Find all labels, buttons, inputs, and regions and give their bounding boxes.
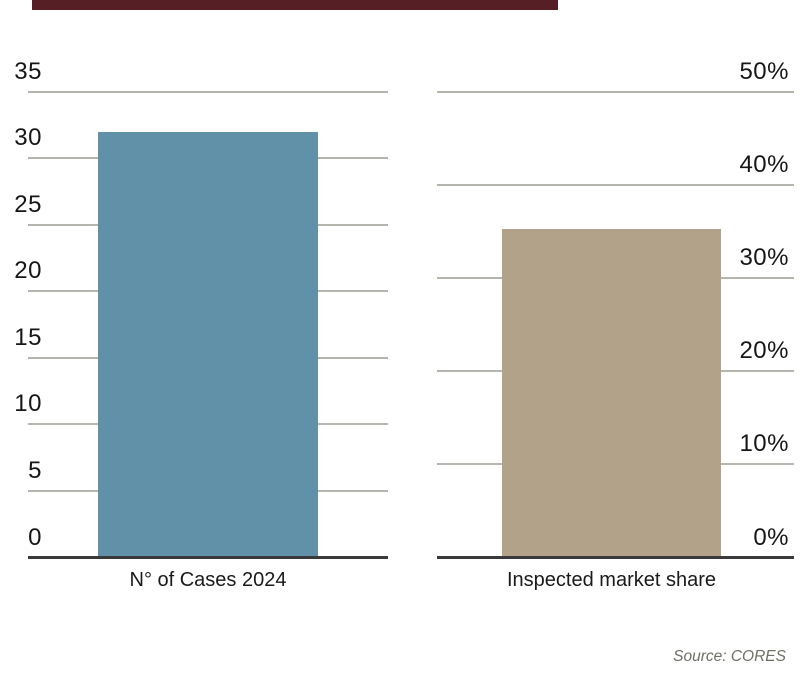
y-tick-label: 40% <box>739 150 789 178</box>
y-tick-label: 10% <box>739 430 789 458</box>
y-tick-label: 25 <box>14 190 42 218</box>
header-rule <box>32 0 558 10</box>
bar <box>502 228 721 556</box>
y-tick-label: 20 <box>14 257 42 285</box>
y-tick-label: 30% <box>739 244 789 272</box>
y-tick-label: 10 <box>14 390 42 418</box>
category-label: Inspected market share <box>507 569 716 591</box>
y-tick-label: 50% <box>739 57 789 85</box>
y-tick-label: 15 <box>14 323 42 351</box>
y-tick-label: 0% <box>753 523 789 551</box>
source-credit: Source: CORES <box>673 648 786 665</box>
y-tick-label: 20% <box>739 337 789 365</box>
category-label: N° of Cases 2024 <box>129 569 287 591</box>
y-tick-label: 35 <box>14 57 42 85</box>
y-tick-label: 0 <box>28 523 42 551</box>
bar <box>98 131 318 556</box>
gridline <box>437 183 794 186</box>
x-axis-line <box>28 556 388 559</box>
y-tick-label: 30 <box>14 124 42 152</box>
gridline <box>437 90 794 93</box>
gridline <box>28 90 388 93</box>
x-axis-line <box>437 556 794 559</box>
y-tick-label: 5 <box>28 456 42 484</box>
